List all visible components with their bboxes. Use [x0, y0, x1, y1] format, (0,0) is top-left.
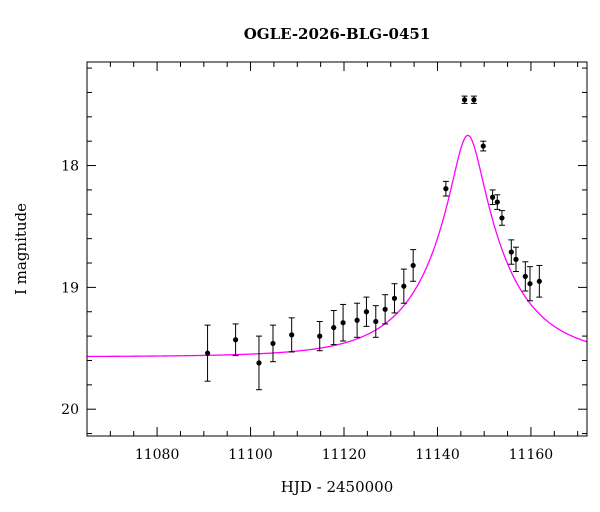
model-layer: [87, 134, 587, 358]
data-point-marker: [354, 317, 360, 323]
data-point-marker: [471, 97, 477, 103]
data-point: [410, 249, 417, 282]
data-point-marker: [340, 320, 346, 326]
data-point-marker: [513, 256, 519, 262]
data-point: [316, 320, 323, 352]
x-tick-label: 11100: [228, 447, 273, 463]
data-point: [442, 180, 449, 197]
data-point: [470, 95, 477, 104]
data-point: [288, 317, 295, 353]
data-point: [363, 296, 370, 327]
data-point-marker: [508, 249, 514, 255]
data-point: [508, 239, 515, 265]
x-axis-label: HJD - 2450000: [281, 478, 394, 496]
data-point-marker: [373, 318, 379, 325]
data-point-marker: [461, 97, 468, 103]
data-point: [330, 310, 337, 346]
data-points-layer: [204, 95, 543, 391]
plot-frame: [86, 61, 588, 437]
y-tick-label: 18: [61, 159, 79, 175]
data-point-marker: [522, 273, 528, 280]
y-tick-label: 20: [61, 402, 79, 418]
data-point: [461, 95, 468, 104]
data-point-marker: [317, 333, 323, 339]
data-point-marker: [363, 309, 370, 315]
data-point-marker: [410, 262, 416, 269]
data-point: [232, 323, 239, 357]
data-point-marker: [382, 306, 388, 312]
data-point-marker: [480, 143, 486, 149]
data-point: [526, 266, 533, 302]
x-tick-label: 11160: [509, 447, 554, 463]
data-point: [480, 140, 487, 152]
data-point-marker: [204, 350, 211, 356]
data-point: [204, 324, 211, 382]
data-point-marker: [490, 194, 496, 200]
data-point: [536, 264, 543, 298]
data-point-marker: [256, 360, 262, 366]
x-tick-label: 11120: [322, 447, 367, 463]
axis-ticks-layer: 11080 11100 11120 11140 11160 18 19 20: [61, 62, 587, 463]
data-point: [340, 303, 347, 342]
x-tick-label: 11140: [415, 447, 460, 463]
data-point: [255, 335, 262, 391]
data-point-marker: [289, 332, 295, 338]
data-point: [372, 305, 379, 338]
x-tick-label: 11080: [135, 447, 180, 463]
data-point-marker: [443, 186, 449, 192]
data-point: [400, 268, 407, 304]
model-curve: [87, 134, 587, 358]
data-point: [382, 294, 389, 325]
data-point-marker: [536, 278, 542, 284]
data-point: [489, 189, 496, 206]
data-point: [512, 246, 519, 273]
data-point: [269, 324, 276, 363]
data-point-marker: [232, 337, 239, 343]
data-point: [354, 302, 361, 338]
data-point-marker: [331, 324, 337, 331]
data-point-marker: [499, 215, 505, 221]
y-axis-label: I magnitude: [12, 203, 30, 295]
data-point-marker: [391, 295, 398, 301]
data-point-marker: [270, 340, 276, 347]
data-point-marker: [527, 281, 533, 287]
data-point: [391, 283, 398, 314]
data-point: [522, 261, 529, 292]
data-point-marker: [494, 199, 500, 205]
chart-title: OGLE-2026-BLG-0451: [244, 25, 431, 43]
data-point: [494, 194, 501, 210]
data-point: [498, 210, 505, 226]
data-point-marker: [401, 283, 407, 289]
y-tick-label: 19: [61, 280, 79, 296]
